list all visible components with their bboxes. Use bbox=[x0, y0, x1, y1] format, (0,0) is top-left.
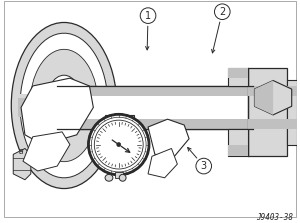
Ellipse shape bbox=[30, 49, 98, 162]
Polygon shape bbox=[248, 86, 287, 96]
Polygon shape bbox=[57, 86, 253, 96]
Ellipse shape bbox=[11, 23, 117, 188]
Polygon shape bbox=[148, 149, 177, 178]
Ellipse shape bbox=[88, 114, 149, 175]
Polygon shape bbox=[228, 145, 248, 156]
Text: 2: 2 bbox=[219, 7, 225, 17]
Ellipse shape bbox=[94, 120, 143, 169]
Ellipse shape bbox=[117, 143, 121, 147]
Polygon shape bbox=[21, 78, 93, 145]
Polygon shape bbox=[18, 94, 121, 98]
Ellipse shape bbox=[46, 75, 82, 136]
Text: J9403-38: J9403-38 bbox=[256, 213, 292, 222]
Polygon shape bbox=[13, 149, 31, 180]
Polygon shape bbox=[105, 115, 134, 129]
Circle shape bbox=[214, 4, 230, 20]
Text: a: a bbox=[19, 147, 23, 156]
Polygon shape bbox=[228, 129, 248, 156]
Ellipse shape bbox=[119, 174, 126, 181]
Polygon shape bbox=[248, 68, 287, 156]
Polygon shape bbox=[57, 86, 253, 129]
Circle shape bbox=[196, 158, 212, 174]
Polygon shape bbox=[23, 132, 70, 171]
Ellipse shape bbox=[20, 33, 108, 178]
Ellipse shape bbox=[105, 174, 113, 181]
Polygon shape bbox=[254, 81, 292, 115]
Polygon shape bbox=[148, 119, 189, 156]
Polygon shape bbox=[287, 80, 296, 145]
Polygon shape bbox=[254, 81, 273, 115]
Circle shape bbox=[140, 8, 156, 23]
Polygon shape bbox=[228, 68, 248, 86]
Polygon shape bbox=[228, 68, 248, 78]
Text: 1: 1 bbox=[145, 11, 151, 21]
Polygon shape bbox=[248, 119, 287, 129]
Polygon shape bbox=[115, 172, 123, 178]
Polygon shape bbox=[287, 86, 296, 96]
Polygon shape bbox=[18, 98, 121, 117]
Polygon shape bbox=[57, 119, 253, 129]
Polygon shape bbox=[287, 119, 296, 129]
Text: 3: 3 bbox=[201, 161, 207, 171]
